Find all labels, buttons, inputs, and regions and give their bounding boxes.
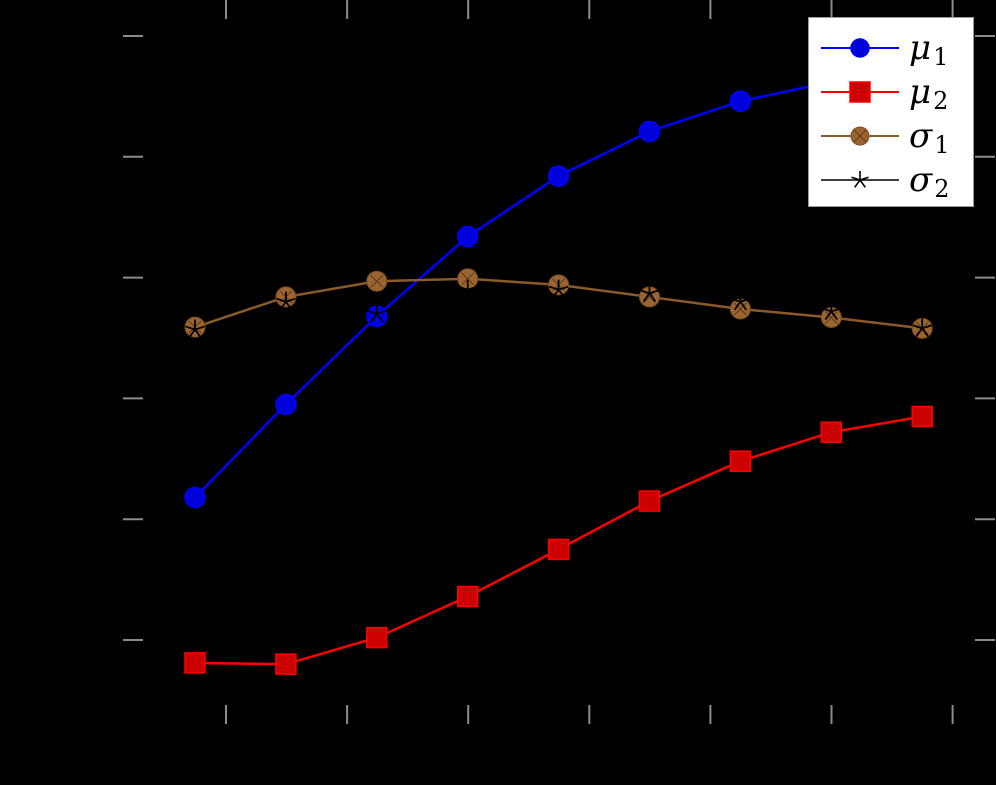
data-point-star — [185, 325, 196, 331]
data-point-star — [740, 297, 751, 303]
data-point-star — [461, 289, 469, 299]
data-point-star — [376, 313, 384, 323]
data-point-star — [370, 313, 378, 323]
data-point-star — [376, 309, 387, 315]
legend-item-sigma2: σ2 — [809, 160, 973, 203]
data-point-star — [548, 285, 559, 291]
data-point-circle — [184, 486, 206, 509]
legend-label: μ2 — [909, 72, 949, 115]
data-point-square — [547, 538, 570, 561]
data-point-x-mark — [461, 272, 475, 286]
data-point-star — [279, 301, 287, 311]
legend-label: μ1 — [909, 28, 949, 71]
data-point-x-mark — [734, 302, 747, 316]
data-point-x-mark — [370, 274, 384, 288]
data-point-square — [366, 626, 388, 649]
data-point-star — [642, 292, 651, 302]
data-point-star — [276, 297, 287, 303]
data-point-star — [921, 327, 929, 337]
data-point-star — [285, 301, 293, 311]
circle-marker-icon — [821, 38, 899, 58]
legend-item-mu2: μ2 — [809, 72, 973, 115]
data-point-star — [824, 310, 833, 321]
data-point-star — [730, 297, 741, 303]
data-point-square — [184, 652, 206, 674]
data-point-star — [649, 289, 660, 295]
data-point-star — [915, 327, 923, 337]
data-point-star — [285, 297, 296, 303]
data-point-star — [194, 329, 202, 339]
data-point-star — [457, 285, 468, 291]
legend-label: σ2 — [909, 160, 950, 203]
data-point-circle — [547, 165, 570, 187]
data-point-circle — [638, 120, 661, 143]
square-marker-icon — [821, 81, 899, 103]
star-marker-icon — [821, 171, 899, 188]
legend-label: σ1 — [909, 116, 950, 159]
data-point-star — [551, 289, 560, 299]
data-point-square — [456, 585, 479, 608]
data-point-star — [367, 309, 378, 315]
data-point-star — [733, 301, 742, 311]
data-point-star — [921, 324, 932, 330]
data-point-square — [820, 421, 843, 443]
data-point-star — [558, 285, 569, 291]
data-point-star — [467, 285, 478, 291]
data-point-star — [639, 289, 650, 295]
data-point-star — [739, 301, 748, 311]
legend-item-sigma1: σ1 — [809, 116, 973, 159]
legend-item-mu1: μ1 — [809, 28, 973, 71]
data-point-star — [557, 289, 566, 299]
data-point-square — [911, 405, 933, 428]
data-point-square — [275, 653, 297, 675]
legend: μ1 μ2 σ1 — [808, 17, 974, 207]
data-point-star — [830, 310, 838, 321]
data-point-circle — [275, 393, 297, 416]
data-point-star — [648, 292, 657, 302]
circle-x-marker-icon — [821, 126, 899, 146]
data-point-circle — [456, 225, 479, 248]
data-point-square — [638, 490, 661, 512]
data-point-star — [831, 307, 842, 313]
data-point-star — [188, 329, 196, 339]
data-point-circle — [729, 90, 752, 112]
data-point-x-mark — [824, 311, 838, 324]
series-line — [194, 288, 923, 331]
data-point-star — [821, 307, 832, 313]
data-point-star — [466, 289, 475, 299]
data-point-star — [194, 325, 205, 331]
data-point-star — [912, 324, 923, 330]
data-point-square — [729, 450, 752, 472]
